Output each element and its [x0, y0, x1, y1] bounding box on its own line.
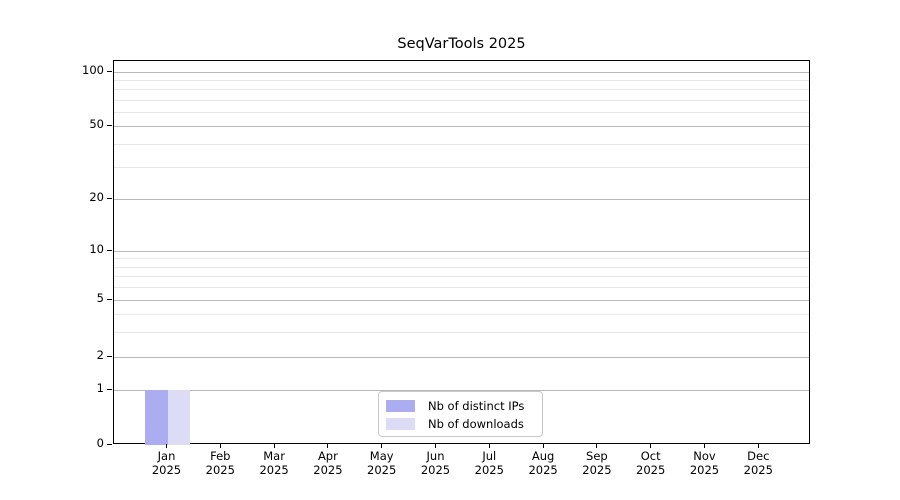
y-tick-label: 1 — [96, 381, 104, 395]
y-tick-label: 5 — [96, 291, 104, 305]
plot-area — [113, 60, 810, 445]
x-tick-label: May 2025 — [367, 449, 397, 477]
major-gridline — [114, 390, 809, 391]
bar-downloads — [167, 390, 190, 445]
legend-item-distinct-ips: Nb of distinct IPs — [386, 397, 535, 415]
x-tick-label: Dec 2025 — [743, 449, 773, 477]
y-tick-label: 100 — [82, 63, 104, 77]
minor-gridline — [114, 266, 809, 268]
y-tick-mark — [107, 388, 112, 390]
x-tick-label: Jul 2025 — [474, 449, 504, 477]
y-tick-mark — [107, 443, 112, 445]
x-tick-label: Feb 2025 — [205, 449, 235, 477]
minor-gridline — [114, 166, 809, 168]
y-tick-mark — [107, 124, 112, 126]
x-tick-mark — [166, 444, 167, 448]
x-tick-label: Oct 2025 — [636, 449, 666, 477]
legend-item-downloads: Nb of downloads — [386, 415, 535, 433]
chart-title: SeqVarTools 2025 — [397, 36, 526, 52]
legend-swatch-downloads — [386, 418, 415, 430]
major-gridline — [114, 72, 809, 73]
x-tick-mark — [381, 444, 383, 448]
x-tick-mark — [542, 444, 544, 448]
x-tick-label: Nov 2025 — [689, 449, 720, 477]
minor-gridline — [114, 80, 809, 82]
bar-distinct-ips — [145, 390, 168, 445]
x-tick-mark — [219, 444, 221, 448]
y-tick-label: 10 — [89, 242, 104, 256]
x-tick-mark — [488, 444, 490, 448]
legend: Nb of distinct IPs Nb of downloads — [378, 391, 543, 437]
legend-swatch-distinct-ips — [386, 400, 415, 412]
y-tick-mark — [107, 355, 112, 357]
y-tick-mark — [107, 249, 112, 251]
y-tick-label: 0 — [96, 436, 104, 450]
major-gridline — [114, 357, 809, 358]
major-gridline — [114, 300, 809, 301]
y-tick-label: 20 — [89, 190, 104, 204]
minor-gridline — [114, 331, 809, 333]
legend-label-distinct-ips: Nb of distinct IPs — [428, 399, 525, 413]
x-tick-mark — [650, 444, 652, 448]
major-gridline — [114, 251, 809, 252]
major-gridline — [114, 199, 809, 200]
x-tick-mark — [327, 444, 329, 448]
minor-gridline — [114, 287, 809, 289]
x-tick-label: Apr 2025 — [313, 449, 343, 477]
minor-gridline — [114, 111, 809, 113]
x-tick-mark — [757, 444, 759, 448]
x-tick-mark — [704, 444, 705, 448]
y-tick-mark — [107, 298, 112, 300]
minor-gridline — [114, 258, 809, 260]
x-tick-label: Mar 2025 — [259, 449, 289, 477]
minor-gridline — [114, 313, 809, 315]
y-tick-mark — [107, 197, 112, 199]
legend-label-downloads: Nb of downloads — [428, 417, 524, 431]
major-gridline — [114, 126, 809, 127]
minor-gridline — [114, 99, 809, 101]
x-tick-label: Jun 2025 — [420, 449, 451, 477]
x-tick-label: Sep 2025 — [582, 449, 612, 477]
x-tick-label: Jan 2025 — [151, 449, 182, 477]
minor-gridline — [114, 89, 809, 91]
y-tick-label: 2 — [96, 348, 104, 362]
x-tick-mark — [596, 444, 598, 448]
minor-gridline — [114, 276, 809, 278]
x-tick-mark — [435, 444, 436, 448]
y-tick-label: 50 — [89, 117, 104, 131]
x-tick-label: Aug 2025 — [528, 449, 558, 477]
x-tick-mark — [273, 444, 275, 448]
minor-gridline — [114, 143, 809, 145]
y-tick-mark — [107, 70, 112, 72]
